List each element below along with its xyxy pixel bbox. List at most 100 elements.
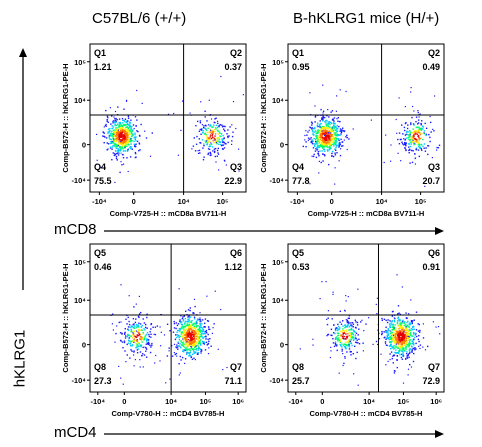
event-dot: [417, 338, 420, 341]
event-dot: [196, 334, 198, 337]
event-dot: [124, 118, 127, 120]
event-dot: [333, 127, 335, 129]
event-dot: [175, 352, 178, 355]
event-dot: [218, 153, 220, 155]
event-dot: [209, 144, 211, 146]
event-dot: [178, 329, 180, 332]
event-dot: [106, 142, 108, 144]
event-dot: [414, 336, 416, 339]
event-dot: [222, 148, 224, 150]
event-dot: [412, 335, 414, 337]
event-dots: [110, 284, 228, 385]
event-dot: [199, 334, 201, 336]
event-dot: [417, 111, 419, 114]
event-dot: [347, 345, 349, 347]
event-dot: [144, 335, 147, 337]
event-dot: [205, 335, 207, 337]
event-dot: [351, 336, 353, 338]
event-dot: [323, 146, 325, 148]
event-dot: [193, 341, 196, 344]
event-dot: [195, 338, 197, 340]
event-dot: [141, 341, 143, 343]
event-dot: [405, 348, 407, 351]
event-dot: [111, 115, 113, 117]
event-dot: [159, 326, 161, 328]
event-dot: [203, 343, 205, 345]
event-dot: [323, 134, 326, 136]
event-dot: [412, 139, 414, 141]
event-dot: [120, 139, 123, 142]
event-dot: [324, 116, 326, 119]
event-dot: [217, 122, 219, 125]
event-dot: [396, 337, 398, 339]
event-dot: [139, 344, 141, 346]
event-dot: [415, 329, 418, 331]
event-dot: [114, 124, 116, 126]
event-dot: [163, 334, 166, 336]
event-dot: [328, 138, 330, 140]
event-dot: [335, 140, 337, 142]
event-dot: [418, 335, 420, 337]
event-dot: [321, 140, 323, 142]
event-dot: [355, 321, 357, 323]
event-dot: [185, 348, 188, 350]
event-dot: [322, 110, 325, 112]
event-dot: [114, 341, 116, 343]
event-dot: [393, 344, 395, 347]
event-dot: [124, 337, 127, 339]
event-dot: [406, 341, 408, 344]
event-dot: [304, 134, 306, 137]
event-dot: [410, 91, 412, 93]
event-dot: [125, 121, 128, 124]
event-dot: [330, 334, 332, 336]
event-dot: [130, 138, 132, 140]
event-dot: [202, 342, 204, 344]
event-dot: [332, 137, 334, 139]
quadrant-percent: 75.5: [94, 176, 112, 186]
event-dot: [198, 347, 200, 349]
event-dot: [183, 351, 185, 353]
event-dot: [325, 140, 327, 143]
quadrant-percent: 0.53: [292, 262, 310, 272]
event-dot: [406, 321, 408, 324]
event-dot: [408, 341, 410, 344]
event-dot: [171, 355, 174, 357]
event-dot: [342, 145, 344, 147]
event-dot: [216, 149, 219, 152]
event-dot: [347, 343, 350, 346]
event-dot: [116, 139, 118, 141]
event-dot: [136, 89, 138, 92]
event-dot: [206, 139, 208, 141]
event-dot: [315, 140, 317, 143]
event-dot: [320, 137, 322, 139]
event-dot: [326, 149, 329, 151]
event-dot: [227, 141, 229, 144]
event-dot: [180, 315, 182, 317]
event-dot: [347, 317, 350, 319]
event-dot: [305, 146, 307, 148]
event-dot: [111, 141, 113, 143]
event-dot: [419, 344, 422, 346]
event-dot: [150, 336, 152, 338]
event-dot: [340, 130, 343, 133]
event-dot: [312, 133, 314, 136]
event-dot: [127, 342, 130, 344]
event-dot: [412, 339, 415, 341]
event-dot: [410, 138, 413, 140]
event-dot: [385, 338, 387, 340]
event-dot: [182, 333, 184, 335]
x-tick-label: 0: [320, 397, 324, 406]
event-dot: [398, 97, 400, 99]
event-dot: [406, 344, 408, 346]
event-dot: [191, 337, 193, 339]
event-dot: [320, 108, 322, 111]
event-dot: [182, 344, 184, 347]
event-dot: [114, 152, 116, 155]
event-dot: [310, 121, 313, 123]
event-dot: [343, 330, 346, 332]
event-dot: [206, 295, 208, 297]
event-dot: [197, 338, 200, 340]
event-dot: [307, 131, 309, 133]
event-dot: [214, 118, 216, 120]
event-dot: [119, 131, 121, 133]
